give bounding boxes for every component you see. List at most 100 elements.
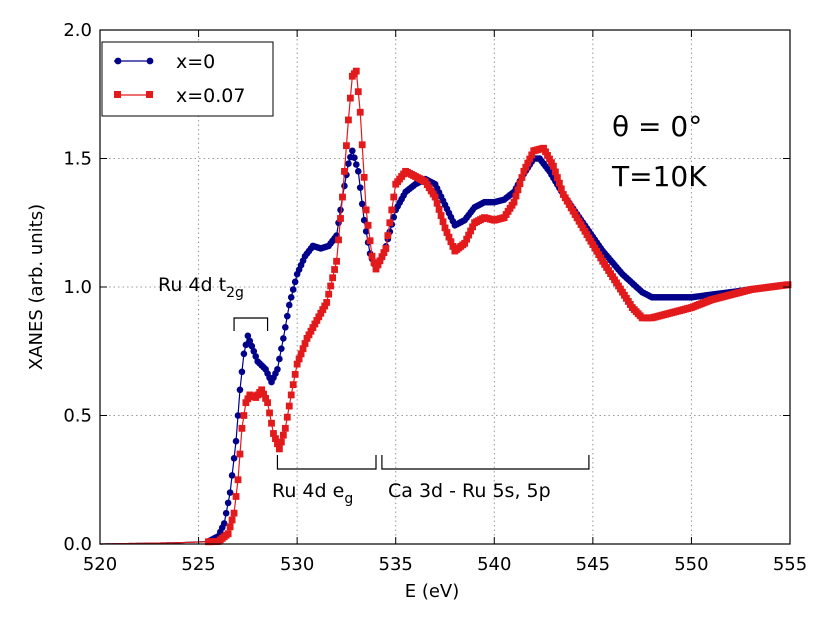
x-axis-title: E (eV) (405, 581, 460, 602)
data-point (520, 167, 528, 175)
data-point (327, 282, 335, 290)
data-point (301, 340, 309, 347)
legend-box (101, 41, 274, 117)
data-point (278, 345, 285, 352)
data-point (238, 368, 246, 376)
data-point (542, 148, 549, 156)
data-point (354, 168, 362, 175)
data-point (234, 412, 242, 419)
data-point (339, 193, 346, 201)
data-point (319, 306, 327, 314)
data-point (435, 205, 443, 213)
data-point (465, 231, 473, 239)
data-point (518, 174, 526, 181)
data-point (280, 335, 287, 342)
legend-label-x007: x=0.07 (176, 85, 245, 107)
data-point (323, 299, 331, 306)
t2g-subscript: 2g (226, 285, 244, 301)
data-point (329, 274, 337, 282)
data-point (252, 353, 260, 360)
data-point (276, 445, 283, 453)
y-axis: 0.0 0.5 1.0 1.5 2.0 (63, 20, 790, 555)
data-point (228, 516, 236, 524)
data-point (354, 88, 362, 96)
data-point (272, 435, 279, 443)
data-point (295, 355, 303, 363)
data-point (307, 327, 315, 335)
data-point (382, 245, 390, 252)
data-point (526, 155, 534, 163)
data-point (224, 530, 232, 538)
x-tick-label: 520 (83, 554, 117, 575)
legend-marker-x007 (146, 91, 153, 98)
data-point (443, 229, 451, 236)
data-point (345, 160, 352, 167)
data-point (784, 281, 792, 289)
t2g-label: Ru 4d t (158, 274, 226, 296)
data-point (277, 438, 285, 446)
legend-marker-x0 (114, 57, 122, 65)
y-tick-label: 0.0 (63, 534, 92, 555)
bracket-eg (276, 455, 377, 470)
data-point (386, 219, 394, 227)
data-point (236, 386, 244, 394)
data-point (352, 161, 360, 168)
x-axis: 520 525 530 535 540 545 550 555 (83, 30, 807, 575)
temperature-label: T=10K (611, 160, 707, 193)
data-point (553, 174, 561, 181)
data-point (297, 350, 305, 358)
grid (100, 30, 790, 544)
data-point (274, 440, 281, 448)
data-point (467, 227, 475, 235)
data-point (351, 154, 358, 161)
x-tick-label: 550 (674, 554, 708, 575)
data-point (264, 399, 271, 407)
eg-subscript: g (344, 491, 353, 507)
data-point (461, 239, 469, 247)
data-point (510, 198, 518, 206)
data-point (236, 450, 244, 458)
data-point (445, 233, 453, 241)
data-point (441, 224, 449, 232)
y-tick-label: 1.5 (63, 149, 92, 170)
data-point (335, 236, 342, 244)
data-point (266, 409, 273, 417)
data-point (321, 302, 329, 310)
data-point (463, 235, 471, 243)
data-point (362, 206, 370, 214)
bracket-ca (381, 455, 590, 470)
data-point (358, 200, 366, 208)
data-point (366, 237, 374, 245)
data-point (224, 499, 232, 507)
data-point (524, 159, 532, 167)
data-point (512, 192, 520, 200)
data-point (345, 116, 352, 124)
data-point (557, 185, 565, 193)
data-point (226, 523, 234, 531)
data-point (341, 167, 348, 175)
data-point (230, 455, 238, 462)
data-point (390, 193, 398, 201)
data-point (242, 399, 250, 407)
eg-label: Ru 4d e (272, 480, 344, 502)
data-point (522, 163, 530, 171)
data-point (552, 168, 559, 176)
y-tick-label: 0.5 (63, 406, 92, 427)
data-point (337, 206, 344, 214)
data-point (303, 335, 311, 342)
data-point (289, 381, 297, 389)
data-point (240, 350, 248, 358)
data-point (283, 413, 291, 421)
x-tick-label: 535 (379, 554, 413, 575)
data-point (220, 520, 228, 527)
data-point (291, 370, 299, 378)
data-point (282, 323, 289, 331)
data-point (469, 223, 476, 231)
data-point (349, 147, 356, 155)
data-point (309, 324, 317, 332)
x-tick-label: 555 (773, 554, 807, 575)
y-tick-label: 1.0 (63, 277, 92, 298)
data-point (437, 212, 445, 219)
data-point (364, 221, 372, 229)
legend-marker-x0 (146, 57, 154, 65)
